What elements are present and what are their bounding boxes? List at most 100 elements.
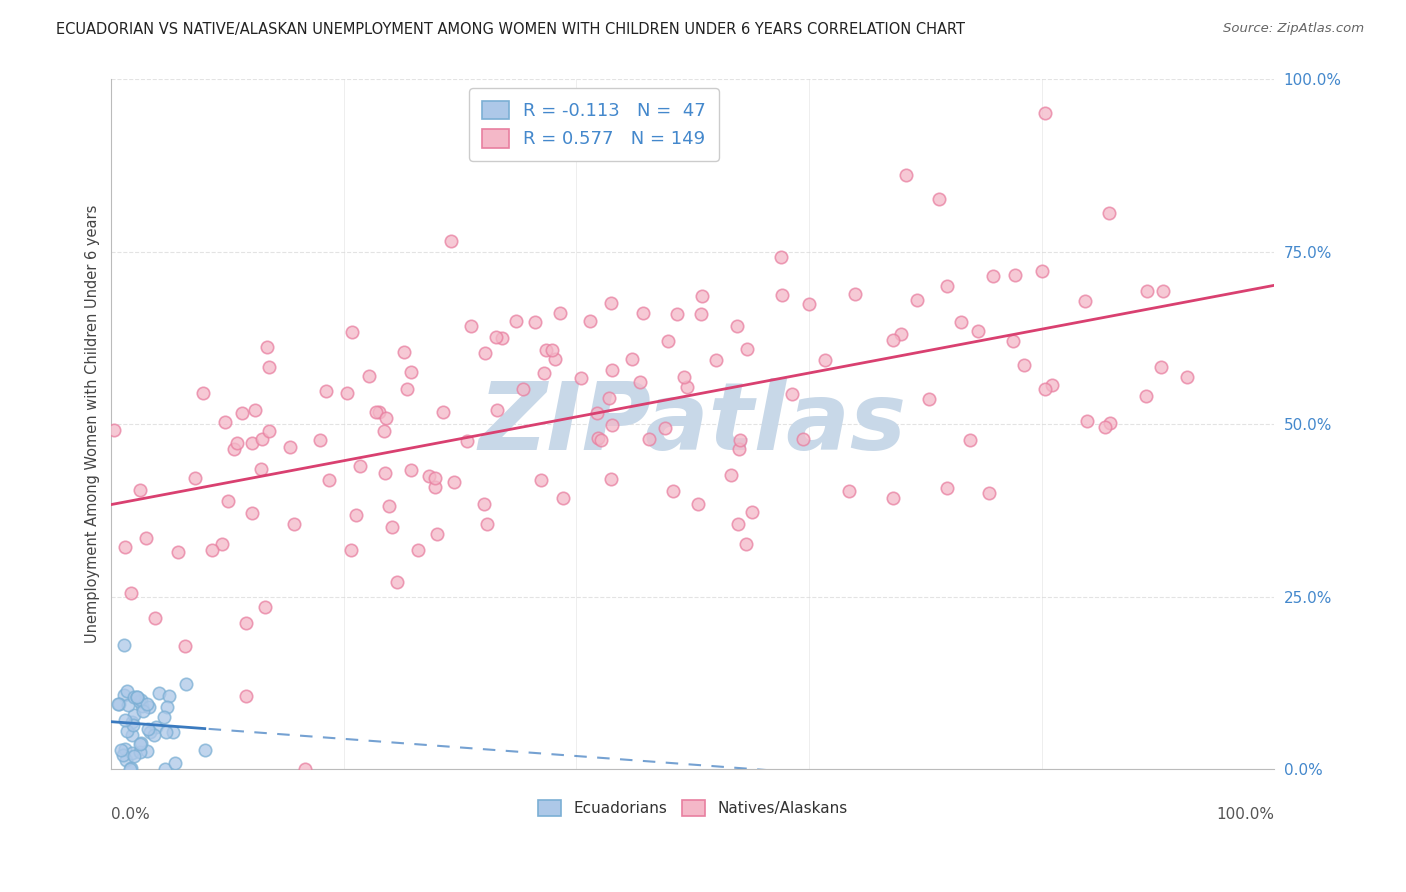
Point: [107, 697, 129, 711]
Point: [340, 325, 363, 339]
Point: [814, 352, 837, 367]
Point: [385, 575, 408, 590]
Point: [600, 295, 623, 310]
Point: [128, 694, 150, 708]
Point: [103, 423, 125, 437]
Point: [224, 442, 246, 457]
Point: [114, 753, 136, 767]
Point: [600, 363, 623, 377]
Point: [1004, 268, 1026, 283]
Point: [240, 435, 263, 450]
Point: [423, 480, 446, 494]
Point: [735, 342, 758, 356]
Point: [155, 725, 177, 739]
Point: [173, 640, 195, 654]
Point: [136, 722, 159, 736]
Point: [966, 324, 988, 338]
Point: [548, 306, 571, 320]
Point: [127, 690, 149, 704]
Point: [423, 470, 446, 484]
Point: [536, 343, 558, 357]
Point: [460, 318, 482, 333]
Point: [217, 493, 239, 508]
Point: [588, 431, 610, 445]
Point: [142, 728, 165, 742]
Point: [882, 491, 904, 505]
Point: [399, 463, 422, 477]
Point: [211, 537, 233, 551]
Point: [135, 531, 157, 545]
Point: [602, 418, 624, 433]
Point: [131, 699, 153, 714]
Point: [129, 737, 152, 751]
Point: [1098, 206, 1121, 220]
Point: [905, 293, 928, 307]
Point: [122, 708, 145, 723]
Point: [257, 360, 280, 375]
Point: [485, 402, 508, 417]
Point: [375, 411, 398, 425]
Point: [214, 415, 236, 429]
Point: [523, 315, 546, 329]
Point: [336, 386, 359, 401]
Point: [396, 382, 419, 396]
Point: [512, 382, 534, 396]
Point: [143, 610, 166, 624]
Point: [1040, 378, 1063, 392]
Point: [349, 458, 371, 473]
Point: [135, 697, 157, 711]
Point: [735, 537, 758, 551]
Point: [201, 543, 224, 558]
Point: [894, 169, 917, 183]
Point: [378, 499, 401, 513]
Point: [1033, 106, 1056, 120]
Point: [315, 384, 337, 399]
Point: [111, 747, 134, 762]
Point: [838, 483, 860, 498]
Point: [844, 287, 866, 301]
Point: [249, 462, 271, 476]
Point: [120, 762, 142, 776]
Point: [704, 353, 727, 368]
Point: [1099, 416, 1122, 430]
Point: [637, 432, 659, 446]
Point: [541, 343, 564, 358]
Point: [1152, 284, 1174, 298]
Point: [533, 366, 555, 380]
Point: [250, 433, 273, 447]
Point: [183, 471, 205, 485]
Point: [443, 475, 465, 489]
Point: [318, 473, 340, 487]
Point: [357, 369, 380, 384]
Point: [981, 269, 1004, 284]
Point: [1135, 284, 1157, 298]
Point: [278, 440, 301, 454]
Point: [121, 728, 143, 742]
Point: [882, 333, 904, 347]
Point: [720, 467, 742, 482]
Point: [1094, 420, 1116, 434]
Point: [1031, 264, 1053, 278]
Point: [129, 745, 152, 759]
Point: [121, 715, 143, 730]
Point: [117, 684, 139, 698]
Point: [890, 327, 912, 342]
Point: [780, 387, 803, 401]
Point: [1033, 382, 1056, 396]
Point: [145, 720, 167, 734]
Point: [226, 436, 249, 450]
Point: [162, 724, 184, 739]
Point: [194, 743, 217, 757]
Point: [374, 466, 396, 480]
Point: [163, 756, 186, 770]
Point: [690, 289, 713, 303]
Point: [294, 762, 316, 776]
Point: [928, 192, 950, 206]
Point: [472, 498, 495, 512]
Point: [240, 507, 263, 521]
Point: [600, 471, 623, 485]
Point: [122, 748, 145, 763]
Point: [741, 505, 763, 519]
Point: [167, 545, 190, 559]
Point: [157, 689, 180, 703]
